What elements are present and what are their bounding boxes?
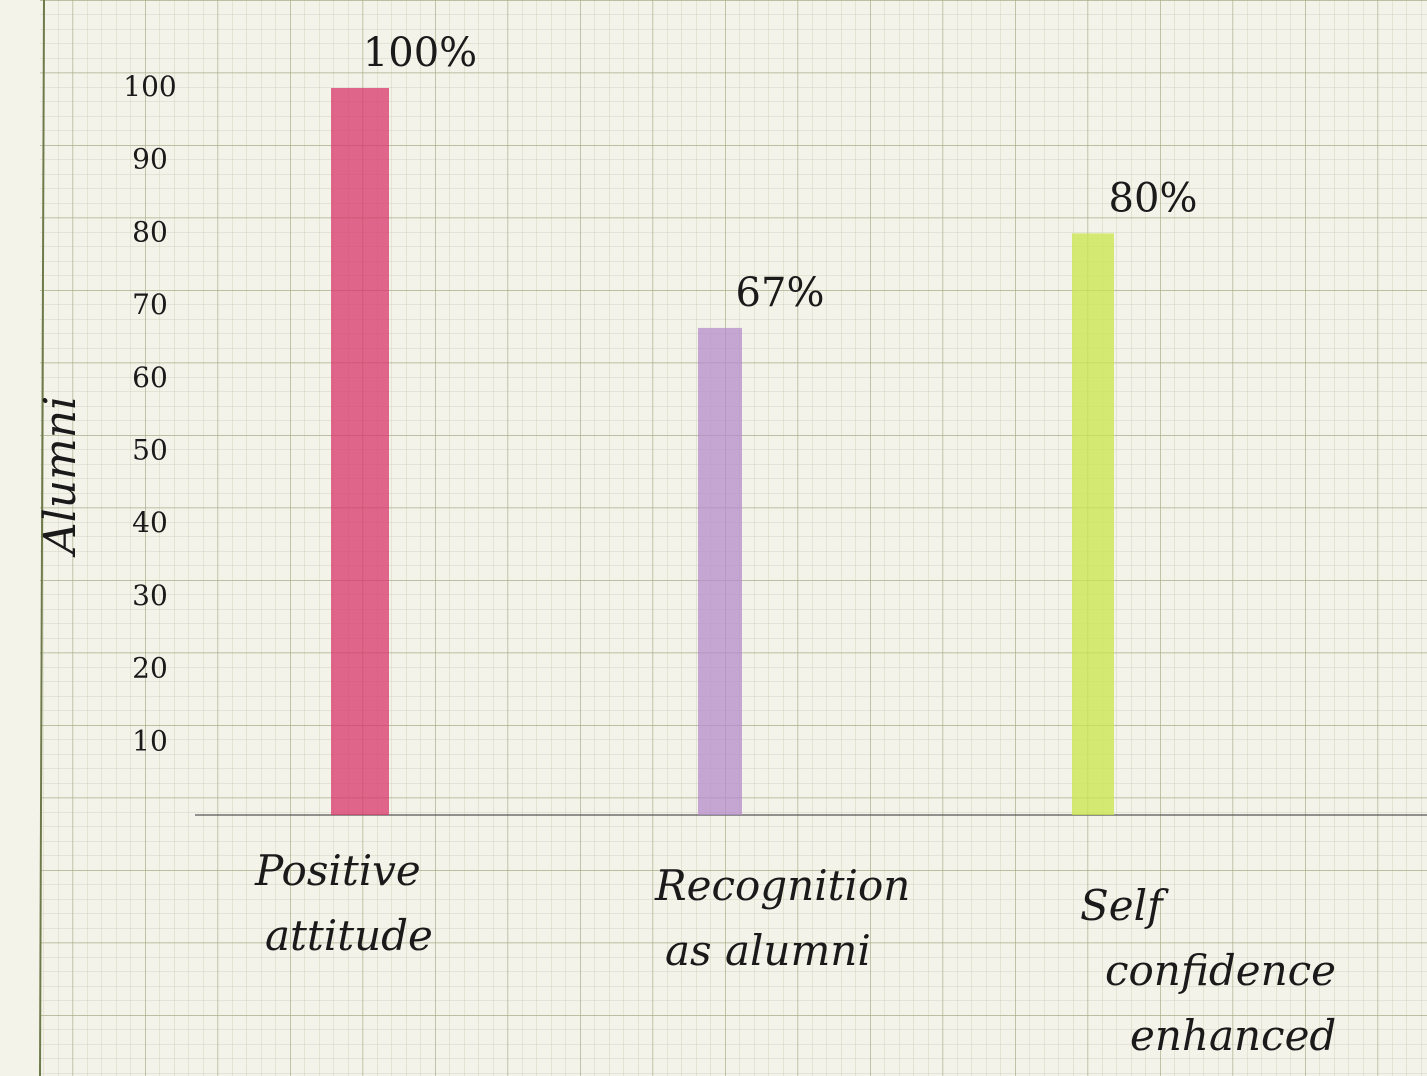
y-tick-label: 10 [132, 724, 168, 757]
y-tick-label: 70 [132, 288, 168, 321]
category-label: attitude [265, 911, 433, 960]
category-label: confidence [1105, 946, 1336, 995]
category-label: as alumni [665, 926, 871, 975]
bar-value-label: 80% [1109, 175, 1198, 221]
y-tick-label: 100 [123, 70, 176, 103]
category-label: Self [1080, 881, 1169, 930]
y-tick-label: 80 [132, 215, 168, 248]
y-tick-label: 60 [132, 361, 168, 394]
y-tick-label: 30 [132, 579, 168, 612]
bar-value-label: 67% [736, 270, 825, 316]
bar [698, 327, 742, 815]
category-label: Positive [254, 846, 421, 895]
y-tick-label: 50 [132, 434, 168, 467]
bar-value-label: 100% [363, 30, 477, 76]
bar [331, 88, 389, 815]
bar [1072, 233, 1114, 815]
category-label: Recognition [654, 861, 910, 910]
paper-margin-line [39, 0, 45, 1076]
y-tick-label: 20 [132, 652, 168, 685]
y-axis-label: Alumni [35, 396, 86, 558]
category-label: enhanced [1130, 1011, 1336, 1060]
y-tick-label: 90 [132, 143, 168, 176]
y-tick-label: 40 [132, 506, 168, 539]
